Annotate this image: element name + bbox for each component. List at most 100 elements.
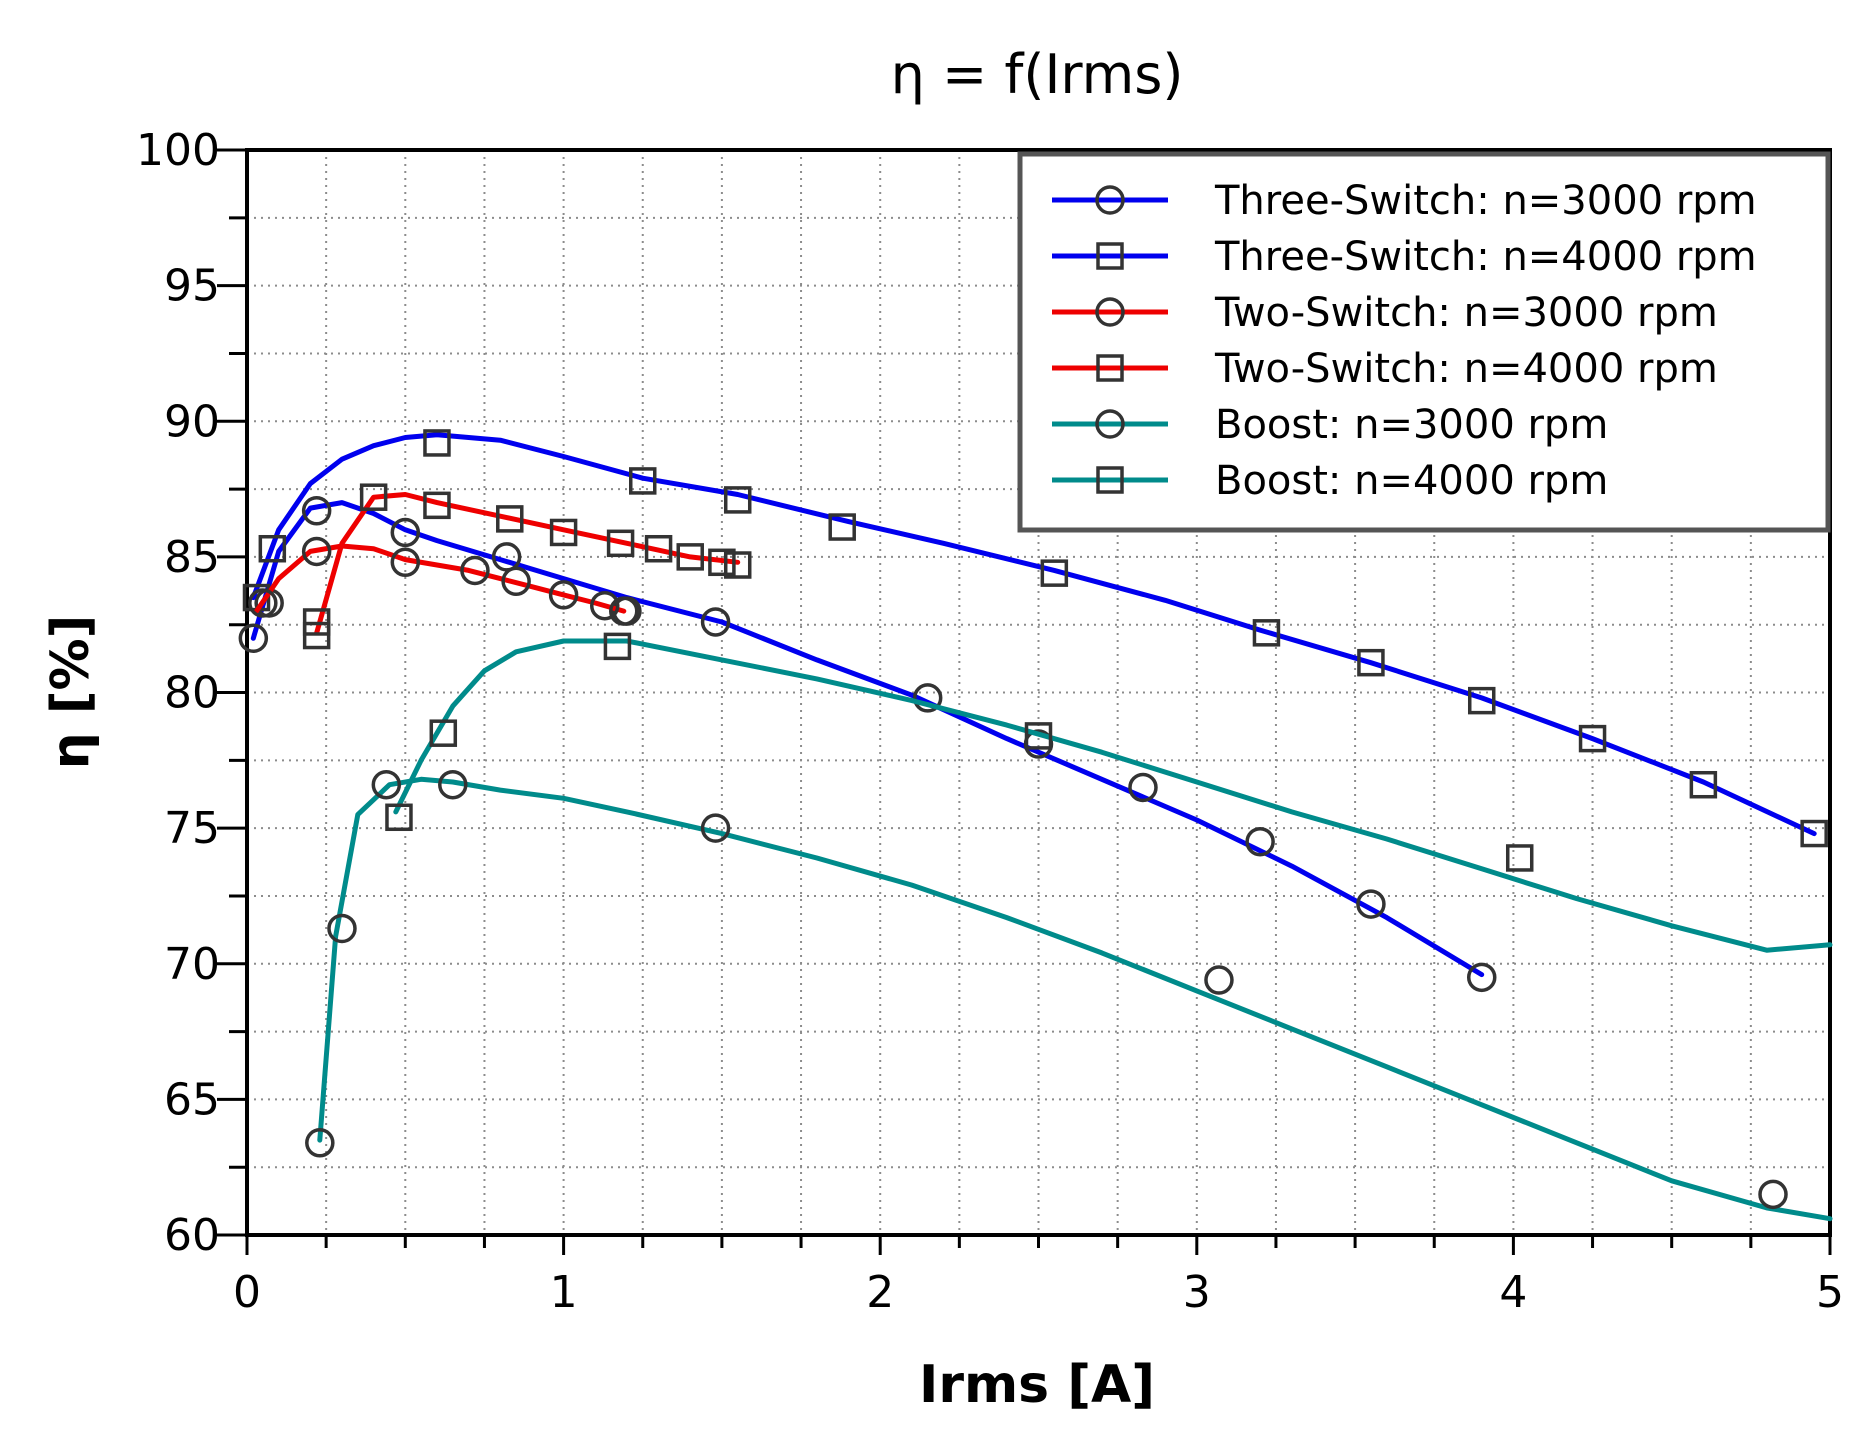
data-point xyxy=(423,429,451,457)
y-tick-label: 65 xyxy=(164,1074,220,1125)
legend-box xyxy=(1017,151,1831,533)
x-tick-label: 5 xyxy=(1816,1267,1844,1318)
y-tick-label: 60 xyxy=(164,1210,220,1261)
data-point xyxy=(491,542,522,572)
data-point xyxy=(371,769,402,800)
data-point xyxy=(359,483,388,511)
data-point xyxy=(1252,619,1281,647)
legend-marker xyxy=(1096,242,1124,270)
x-tick-label: 3 xyxy=(1183,1267,1211,1318)
data-point xyxy=(603,632,632,661)
y-tick-label: 95 xyxy=(164,261,220,312)
legend-marker xyxy=(1096,466,1124,494)
data-point xyxy=(390,547,421,578)
data-point xyxy=(496,505,524,533)
legend-label: Boost: n=4000 rpm xyxy=(1215,458,1608,504)
series-5 xyxy=(305,769,1833,1222)
series-line xyxy=(314,492,741,636)
data-point xyxy=(828,513,856,541)
series-2 xyxy=(242,429,1828,848)
data-point xyxy=(629,467,657,495)
legend-item: Three-Switch: n=4000 rpm xyxy=(1052,234,1757,280)
data-point xyxy=(385,803,413,832)
data-point xyxy=(700,607,731,637)
series-6 xyxy=(385,632,1833,953)
data-point xyxy=(609,596,639,626)
data-point xyxy=(248,588,278,618)
data-point xyxy=(723,486,752,514)
data-point xyxy=(549,518,578,547)
legend-label: Two-Switch: n=4000 rpm xyxy=(1214,346,1718,392)
data-point xyxy=(1040,559,1069,587)
data-point xyxy=(700,813,731,843)
data-point xyxy=(1800,819,1828,848)
series-3 xyxy=(248,536,639,626)
x-tick-label: 4 xyxy=(1499,1267,1527,1318)
legend-marker xyxy=(1096,354,1124,382)
series-line xyxy=(254,543,627,614)
data-point xyxy=(590,590,620,621)
data-point xyxy=(606,529,635,558)
data-point xyxy=(258,534,287,563)
legend-marker xyxy=(1095,297,1125,327)
y-axis-label: η [%] xyxy=(41,615,101,770)
series-line xyxy=(250,432,1817,837)
data-point xyxy=(1245,826,1275,857)
legend-item: Three-Switch: n=3000 rpm xyxy=(1052,178,1757,224)
legend-item: Two-Switch: n=4000 rpm xyxy=(1052,346,1718,392)
data-point xyxy=(912,683,943,713)
data-point xyxy=(1024,722,1053,750)
data-point xyxy=(723,551,752,579)
y-tick-label: 85 xyxy=(164,532,220,583)
data-point xyxy=(238,623,269,653)
y-tick-label: 80 xyxy=(164,668,220,719)
data-point xyxy=(644,534,673,563)
data-point xyxy=(708,548,736,577)
data-point xyxy=(1466,962,1497,993)
series-line xyxy=(317,776,1833,1222)
data-point xyxy=(390,517,421,548)
data-point xyxy=(301,496,332,526)
y-tick-label: 70 xyxy=(164,939,220,990)
series-line xyxy=(250,500,1485,978)
y-tick-label: 75 xyxy=(164,803,220,854)
series-group xyxy=(238,429,1833,1222)
data-point xyxy=(1578,724,1607,753)
data-point xyxy=(301,536,332,567)
x-tick-label: 2 xyxy=(866,1267,894,1318)
data-point xyxy=(548,580,579,610)
data-point xyxy=(460,555,490,586)
legend-label: Two-Switch: n=3000 rpm xyxy=(1214,290,1718,336)
x-tick-label: 0 xyxy=(233,1267,261,1318)
legend-label: Three-Switch: n=3000 rpm xyxy=(1214,178,1757,224)
legend-marker xyxy=(1095,409,1125,439)
series-4 xyxy=(302,483,752,650)
data-point xyxy=(438,769,468,800)
data-point xyxy=(1128,772,1158,803)
legend-label: Boost: n=3000 rpm xyxy=(1215,402,1608,448)
y-tick-label: 90 xyxy=(164,396,220,447)
data-point xyxy=(1689,770,1718,799)
chart-title: η = f(Irms) xyxy=(891,43,1184,106)
data-point xyxy=(423,491,451,520)
y-tick-label: 100 xyxy=(136,125,220,176)
data-point xyxy=(429,719,458,747)
legend-item: Two-Switch: n=3000 rpm xyxy=(1052,290,1718,336)
data-point xyxy=(1505,844,1534,872)
data-point xyxy=(1204,965,1234,995)
data-point xyxy=(1357,648,1385,677)
data-point xyxy=(1356,889,1386,919)
data-point xyxy=(305,1128,335,1158)
legend: Three-Switch: n=3000 rpm Three-Switch: n=… xyxy=(1017,151,1831,533)
data-point xyxy=(676,543,704,571)
series-line xyxy=(393,638,1833,953)
x-tick-label: 1 xyxy=(550,1267,578,1318)
legend-item: Boost: n=3000 rpm xyxy=(1052,402,1608,448)
axis-ticks: 0 1 2 3 4 5 60 65 70 75 80 85 90 95 100 xyxy=(136,125,1844,1318)
data-point xyxy=(501,566,531,597)
data-point xyxy=(1758,1179,1788,1210)
data-point xyxy=(302,608,331,636)
x-axis-label: Irms [A] xyxy=(919,1355,1155,1415)
data-point xyxy=(327,913,357,944)
